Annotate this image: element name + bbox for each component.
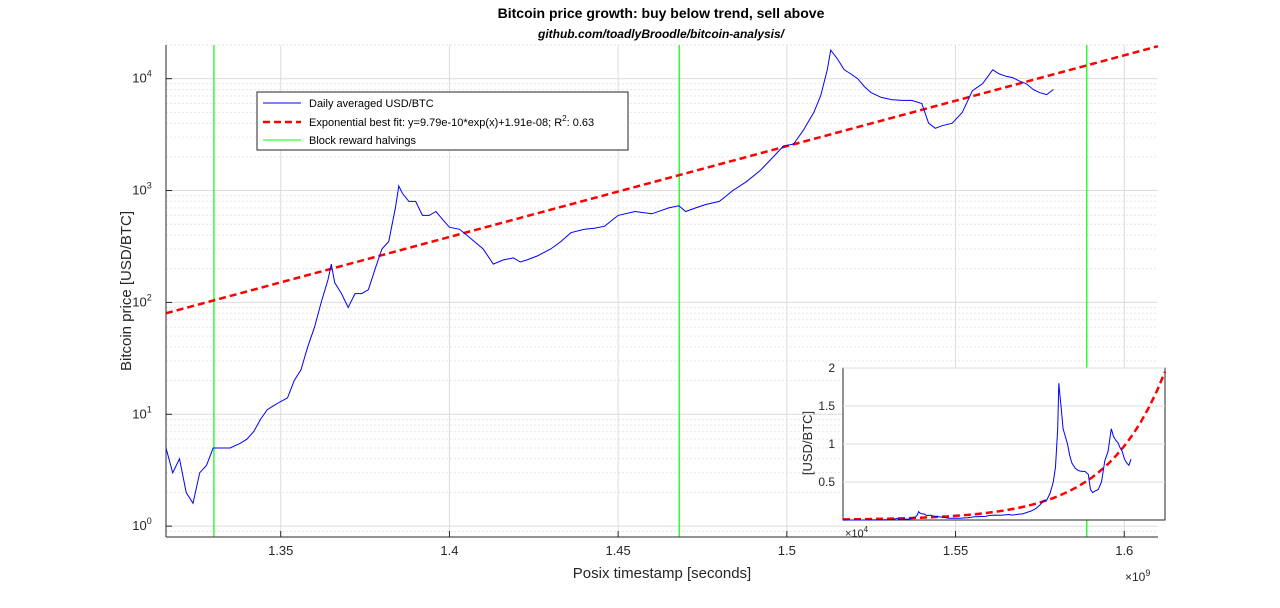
x-tick-label: 1.6 [1115,543,1133,558]
inset-y-tick-label: 2 [828,361,835,375]
y-tick-label: 102 [132,292,151,309]
y-ticks: 100 101 102 103 104 [132,69,172,533]
fit-line-path [165,45,1159,315]
inset-y-axis-label: [USD/BTC] [800,411,815,475]
y-axis-label: Bitcoin price [USD/BTC] [118,211,135,371]
fit-line [165,45,1159,315]
price-series [165,48,1054,505]
price-series-line [165,48,1054,505]
x-ticks: 1.35 1.4 1.45 1.5 1.55 1.6 [268,531,1133,558]
y-tick-label: 101 [132,404,151,421]
y-tick-label: 104 [132,69,151,86]
legend: Daily averaged USD/BTC Exponential best … [256,91,629,151]
inset-y-tick-label: 0.5 [818,475,835,489]
inset-y-tick-label: 1.5 [818,399,835,413]
inset-price-series-line [843,383,1132,521]
inset-y-tick-label: 1 [828,437,835,451]
inset-grid [843,367,1165,483]
legend-label-price: Daily averaged USD/BTC [309,98,434,110]
inset-fit-line [842,371,1167,521]
x-tick-label: 1.5 [778,543,796,558]
x-tick-label: 1.4 [440,543,458,558]
x-tick-label: 1.55 [943,543,968,558]
legend-label-halvings: Block reward halvings [309,135,416,147]
legend-box [256,91,629,151]
inset-fit-line-path [842,371,1167,521]
inset-y-exponent-label: ×104 [845,525,869,540]
y-tick-label: 100 [132,516,151,533]
x-tick-label: 1.35 [268,543,293,558]
chart-subtitle: github.com/toadlyBroodle/bitcoin-analysi… [537,27,786,41]
y-tick-label: 103 [132,181,151,198]
chart-title: Bitcoin price growth: buy below trend, s… [498,5,825,21]
x-axis-label: Posix timestamp [seconds] [573,565,751,582]
inset-plot: 0.5 1 1.5 2 [USD/BTC] ×104 [800,361,1167,540]
inset-price-series [843,383,1132,521]
legend-label-fit: Exponential best fit: y=9.79e-10*exp(x)+… [309,114,594,129]
x-exponent-label: ×109 [1125,568,1150,584]
inset-y-ticks: 0.5 1 1.5 2 [818,361,835,489]
x-tick-label: 1.45 [605,543,630,558]
